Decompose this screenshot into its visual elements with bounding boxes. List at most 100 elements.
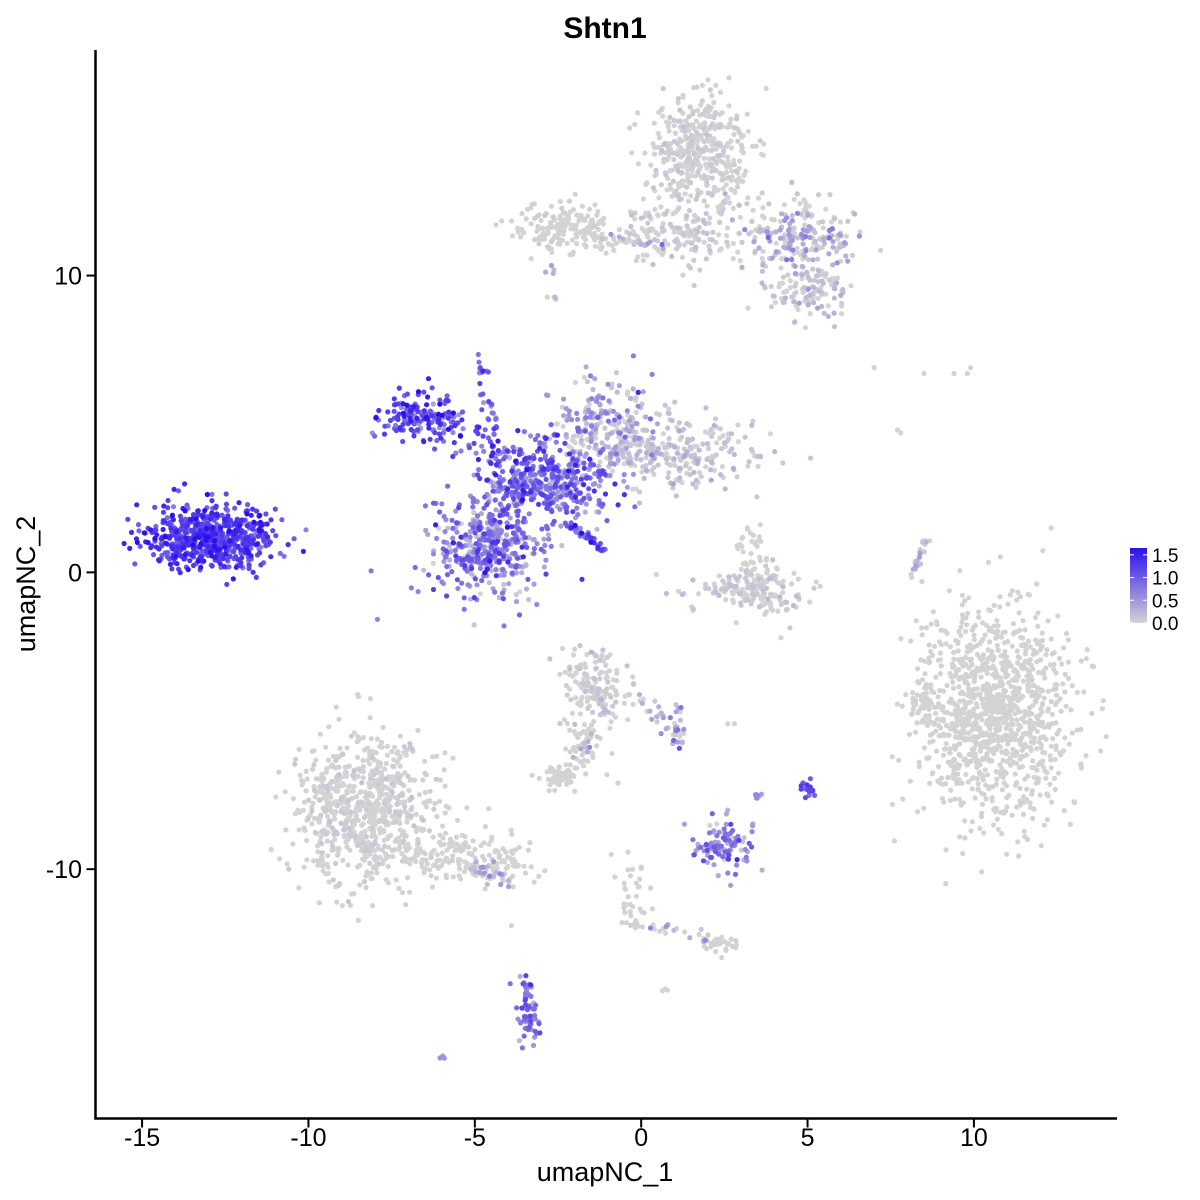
cell-point: [670, 178, 676, 184]
cell-point: [408, 585, 414, 591]
cell-point: [549, 224, 556, 230]
cell-point: [365, 745, 371, 751]
cell-point: [622, 909, 628, 916]
cell-point: [284, 861, 290, 867]
cell-point: [845, 258, 851, 264]
cell-point: [385, 864, 391, 870]
cell-point: [748, 551, 754, 557]
cell-point: [662, 930, 669, 936]
cell-point: [943, 722, 950, 729]
cell-point: [368, 870, 375, 876]
cell-point: [707, 467, 714, 473]
cell-point: [985, 559, 992, 566]
cell-point: [943, 881, 949, 887]
cell-point: [568, 697, 574, 703]
cell-point: [604, 772, 610, 778]
cell-point: [702, 937, 709, 943]
cell-point: [320, 868, 326, 874]
cell-point: [772, 449, 778, 455]
cell-point: [1061, 645, 1067, 651]
cell-point: [777, 227, 783, 233]
cell-point: [377, 743, 383, 750]
cell-point: [735, 422, 741, 428]
cell-point: [367, 860, 373, 867]
cell-point: [434, 813, 440, 820]
cell-point: [677, 107, 683, 113]
cell-point: [373, 835, 379, 841]
cell-point: [650, 429, 656, 435]
cell-point: [673, 209, 679, 215]
cell-point: [956, 667, 962, 673]
cell-point: [540, 231, 546, 237]
cell-point: [502, 859, 508, 865]
cell-point: [474, 582, 480, 588]
cell-point: [913, 563, 919, 569]
cell-point: [687, 104, 693, 110]
cell-point: [688, 453, 694, 459]
cell-point: [993, 768, 999, 775]
cell-point: [966, 665, 972, 671]
cell-point: [424, 861, 430, 867]
cell-point: [1020, 811, 1027, 818]
cell-point: [746, 231, 752, 237]
cell-point: [756, 245, 762, 251]
cell-point: [1063, 630, 1070, 637]
cell-point: [961, 729, 968, 735]
cell-point: [750, 207, 756, 213]
cell-point: [381, 828, 387, 834]
cell-point: [730, 465, 737, 471]
cell-point: [382, 766, 388, 772]
cell-point: [442, 750, 448, 756]
cell-point: [812, 230, 818, 236]
cell-point: [387, 803, 393, 809]
cell-point: [990, 709, 996, 715]
cell-point: [509, 859, 515, 865]
cell-point: [567, 672, 573, 678]
cell-point: [735, 138, 741, 144]
cell-point: [687, 444, 693, 450]
cell-point: [1048, 743, 1054, 749]
cell-point: [654, 246, 660, 252]
cell-point: [359, 799, 365, 805]
cell-point: [983, 796, 989, 802]
cell-point: [357, 882, 363, 888]
cell-point: [688, 193, 694, 199]
cell-point: [1010, 695, 1016, 701]
cell-point: [978, 674, 984, 680]
cell-point: [1035, 623, 1041, 629]
cell-point: [994, 673, 1001, 679]
cell-point: [345, 763, 351, 770]
cell-point: [377, 808, 383, 814]
cell-point: [1014, 648, 1020, 654]
cell-point: [732, 125, 738, 131]
cell-point: [565, 768, 571, 774]
cell-point: [679, 434, 685, 440]
cell-point: [313, 757, 319, 763]
cell-point: [803, 234, 809, 240]
cell-point: [1006, 680, 1012, 686]
cell-point: [345, 898, 351, 905]
cell-point: [443, 830, 449, 836]
cell-point: [712, 110, 719, 116]
cell-point: [335, 846, 341, 853]
cell-point: [1002, 649, 1008, 655]
cell-point: [903, 692, 909, 698]
cell-point: [532, 472, 538, 478]
cell-point: [1000, 629, 1006, 636]
cell-point: [826, 277, 832, 283]
cell-point: [1083, 753, 1089, 759]
cell-point: [759, 190, 765, 196]
cell-point: [711, 467, 718, 473]
cell-point: [1037, 792, 1043, 798]
cell-point: [1041, 822, 1047, 828]
cell-point: [717, 247, 723, 253]
cell-point: [958, 716, 964, 722]
cell-point: [736, 202, 742, 208]
cell-point: [938, 627, 944, 633]
cell-point: [592, 202, 598, 208]
cell-point: [748, 601, 754, 607]
cell-point: [690, 606, 697, 612]
cell-point: [828, 219, 835, 225]
cell-point: [831, 310, 837, 316]
cell-point: [567, 461, 573, 467]
